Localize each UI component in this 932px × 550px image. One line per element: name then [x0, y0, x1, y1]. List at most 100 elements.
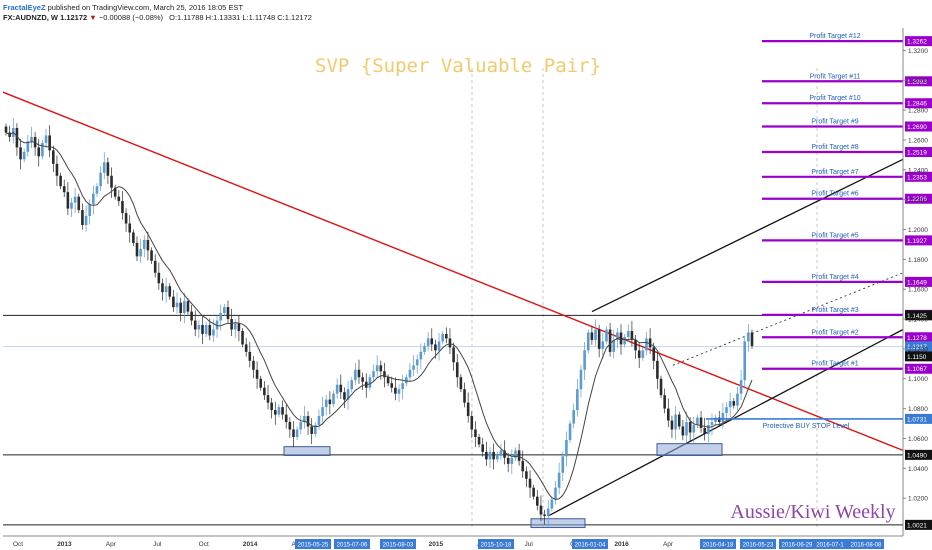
candle-body [350, 380, 354, 390]
candle-body [594, 329, 597, 340]
candle-body [616, 332, 619, 340]
x-date-label: 2016-08-08 [851, 543, 882, 549]
candle-body [379, 365, 383, 372]
candle-body [474, 429, 477, 437]
candle-body [543, 514, 546, 517]
candle-body [423, 345, 426, 352]
y-tick-label: 1.1200 [908, 346, 928, 353]
candle-body [583, 350, 586, 370]
candle-body [277, 407, 281, 415]
candle-body [193, 320, 197, 330]
candle-body [605, 329, 608, 342]
candle-body [506, 457, 510, 464]
price-badge [905, 147, 932, 158]
candle-body [470, 416, 474, 430]
candle-body [150, 250, 153, 261]
profit-target-label: Profit Target #6 [811, 191, 858, 198]
candle-body [310, 426, 313, 434]
candle-body [41, 142, 44, 157]
price-badge [905, 341, 932, 352]
candle-body [230, 319, 233, 330]
profit-target-label: Profit Target #12 [809, 33, 860, 40]
candle-body [743, 341, 747, 381]
y-tick-label: 1.2000 [908, 227, 928, 234]
candle-body [62, 186, 66, 193]
candle-body [565, 439, 568, 457]
candle-body [77, 196, 81, 211]
price-badge [905, 98, 932, 109]
candle-body [259, 378, 263, 388]
candle-body [466, 402, 470, 417]
price-badge [905, 193, 932, 204]
candle-body [106, 162, 110, 176]
profit-target-label: Profit Target #7 [811, 169, 858, 176]
candle-body [132, 232, 135, 243]
candle-body [667, 408, 670, 421]
x-date-label: 2015-05-25 [298, 543, 329, 549]
candle-body [26, 141, 30, 152]
candle-body [52, 150, 55, 164]
change-text: −0.00088 (−0.08%) [98, 13, 164, 22]
candle-body [728, 401, 732, 408]
candle-body [110, 175, 113, 188]
candle-body [510, 457, 514, 464]
candle-body [197, 325, 201, 330]
candle-body [441, 333, 444, 342]
candle-body [619, 332, 623, 345]
author-name[interactable]: FractalEyeZ [3, 3, 46, 12]
candle-body [663, 395, 666, 409]
candle-body [445, 333, 448, 339]
candle-body [561, 456, 565, 473]
candle-body [59, 175, 62, 187]
candle-body [252, 360, 255, 370]
candle-body [237, 323, 241, 331]
profit-target-label: Profit Target #9 [811, 119, 858, 126]
candle-body [430, 338, 434, 345]
y-tick-label: 1.0800 [908, 406, 928, 413]
x-tick-label: Apr [106, 541, 117, 548]
candle-body [546, 508, 550, 517]
candle-body [335, 384, 339, 394]
candle-body [219, 313, 223, 321]
candles-layer [4, 117, 754, 527]
candle-body [343, 392, 346, 400]
candle-body [124, 213, 128, 224]
profit-target-label: Profit Target #1 [811, 361, 858, 368]
x-date-badge [380, 539, 416, 549]
candle-body [721, 413, 725, 423]
candle-body [317, 416, 321, 426]
candle-body [255, 369, 259, 379]
candle-body [102, 162, 106, 173]
candle-body [208, 325, 212, 336]
candle-body [535, 496, 539, 506]
price-badge-label: 1.0731 [907, 416, 927, 423]
profit-target-label: Profit Target #2 [811, 329, 858, 336]
x-date-badge [700, 539, 736, 549]
candle-body [270, 402, 273, 411]
candle-body [244, 344, 248, 352]
candle-body [437, 341, 441, 351]
candle-body [241, 330, 244, 345]
candle-body [183, 301, 186, 314]
candle-body [670, 420, 674, 430]
candle-body [626, 330, 630, 337]
ohlc-text: O:1.11788 H:1.13331 L:1.11748 C:1.12172 [169, 13, 312, 22]
candle-body [153, 260, 157, 273]
profit-target-label: Profit Target #11 [810, 73, 861, 80]
candle-body [226, 307, 230, 320]
candle-body [394, 387, 397, 394]
x-date-badge [295, 539, 331, 549]
price-badge-label: 1.1150 [907, 354, 927, 361]
candle-body [488, 451, 492, 460]
x-tick-label: Oct [13, 541, 23, 548]
candle-body [688, 422, 692, 433]
support-zone-box [530, 518, 586, 529]
candle-body [22, 151, 26, 160]
moving-average-line [5, 131, 753, 501]
grid-layer [471, 68, 818, 528]
down-arrow-icon: ▼ [89, 13, 97, 22]
candle-body [434, 344, 437, 351]
price-badge [905, 310, 932, 321]
candle-body [714, 417, 717, 423]
